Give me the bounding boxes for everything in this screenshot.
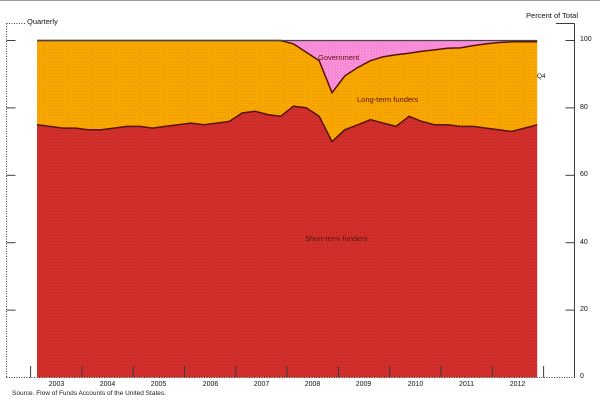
x-tick-label-2003: 2003 (48, 381, 65, 388)
x-tick-label-2008: 2008 (304, 381, 321, 388)
series-label-long-term-funders: Long-term funders (357, 95, 419, 104)
frequency-label: Quarterly (27, 17, 58, 26)
y-tick-label-60: 60 (580, 171, 588, 178)
y-tick-label-100: 100 (580, 36, 592, 43)
y-tick-label-40: 40 (580, 239, 588, 246)
source-note: Source. Flow of Funds Accounts of the Un… (12, 390, 166, 397)
chart-data-layer (6, 39, 575, 378)
x-tick-label-2004: 2004 (99, 381, 116, 388)
series-label-short-term-funders: Short-term funders (305, 234, 368, 243)
y-tick-label-80: 80 (580, 104, 588, 111)
x-tick-label-2009: 2009 (355, 381, 372, 388)
y-tick-label-20: 20 (580, 306, 588, 313)
y-tick-label-0: 0 (580, 373, 584, 380)
x-tick-label-2010: 2010 (407, 381, 424, 388)
y-axis-title: Percent of Total (526, 11, 578, 20)
x-tick-label-2012: 2012 (509, 381, 526, 388)
area-long-term-funders (37, 40, 538, 142)
boundary-short-term-top (36, 105, 538, 143)
series-label-government: Government (318, 53, 360, 62)
area-short-term-funders (37, 106, 538, 378)
x-tick-label-2005: 2005 (150, 381, 167, 388)
x-tick-label-2007: 2007 (253, 381, 270, 388)
x-tick-label-2006: 2006 (202, 381, 219, 388)
x-tick-label-2011: 2011 (458, 381, 475, 388)
last-observation-label: Q4 (537, 73, 546, 80)
